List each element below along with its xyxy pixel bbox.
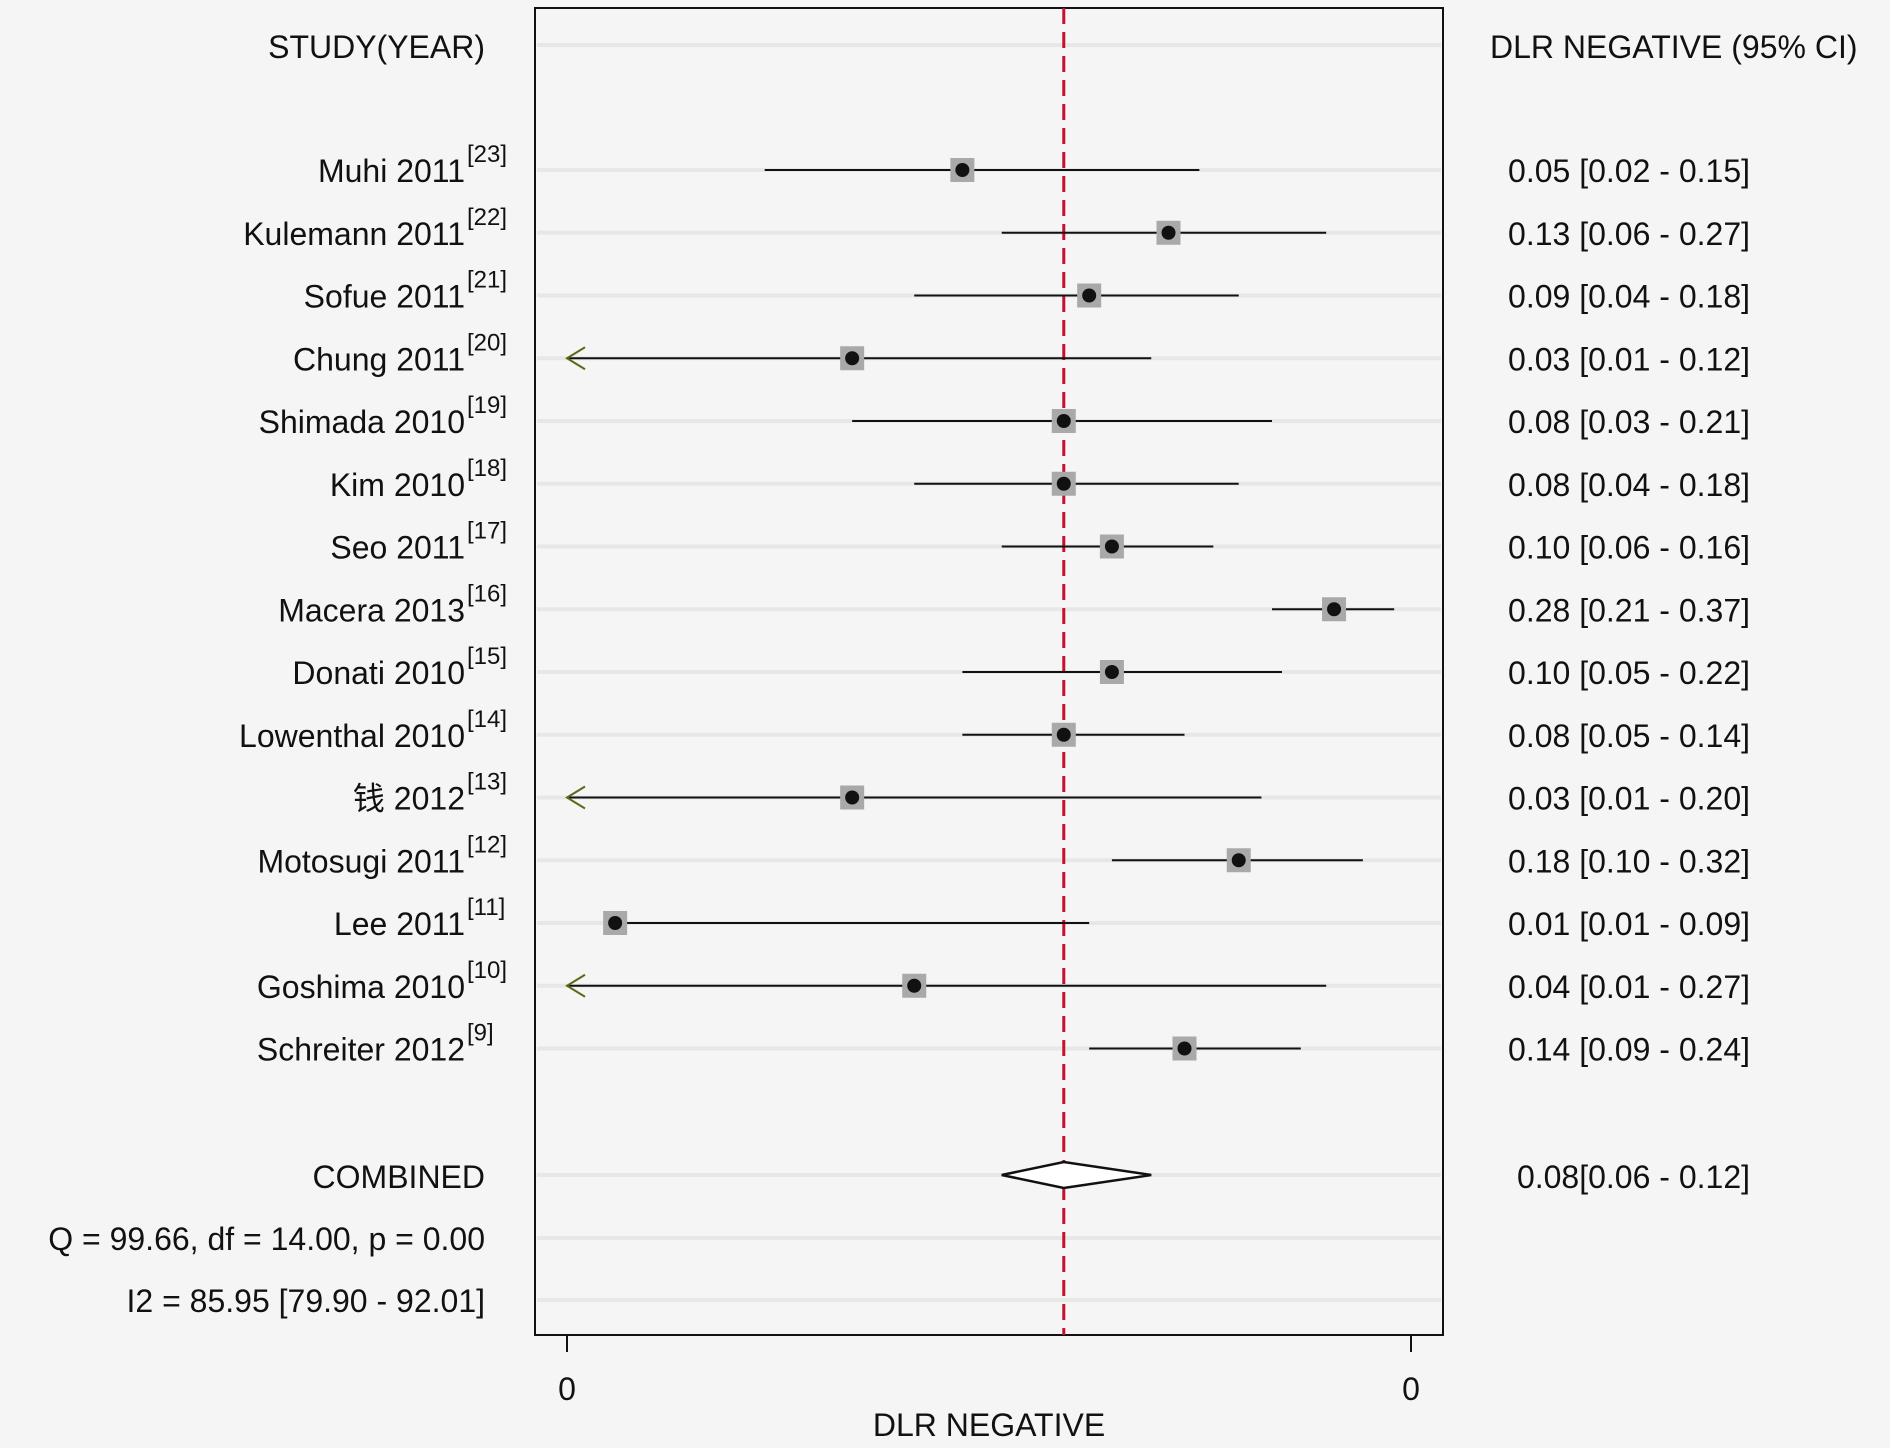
study-ref: [10] bbox=[467, 957, 507, 984]
right-header: DLR NEGATIVE (95% CI) bbox=[1490, 29, 1857, 65]
study-ci-label: 0.08 [0.03 - 0.21] bbox=[1508, 404, 1750, 440]
study-ref: [11] bbox=[467, 894, 505, 921]
study-ci-label: 0.08 [0.05 - 0.14] bbox=[1508, 718, 1750, 754]
study-ref: [22] bbox=[467, 204, 507, 231]
point-estimate bbox=[907, 978, 922, 993]
point-estimate bbox=[845, 790, 860, 805]
study-ci-label: 0.28 [0.21 - 0.37] bbox=[1508, 592, 1750, 628]
study-ref: [18] bbox=[467, 455, 507, 482]
study-ref: [14] bbox=[467, 706, 507, 733]
study-ref: [13] bbox=[467, 769, 507, 796]
study-ci-label: 0.03 [0.01 - 0.20] bbox=[1508, 781, 1750, 817]
study-ref: [12] bbox=[467, 831, 507, 858]
study-ci-label: 0.05 [0.02 - 0.15] bbox=[1508, 153, 1750, 189]
point-estimate bbox=[1327, 602, 1342, 617]
study-label: Seo 2011 bbox=[330, 530, 465, 566]
study-ci-label: 0.10 [0.05 - 0.22] bbox=[1508, 655, 1750, 691]
study-ci-label: 0.04 [0.01 - 0.27] bbox=[1508, 969, 1750, 1005]
study-label: Goshima 2010 bbox=[257, 969, 465, 1005]
study-ci-label: 0.01 [0.01 - 0.09] bbox=[1508, 906, 1750, 942]
study-ref: [17] bbox=[467, 518, 507, 545]
study-ci-label: 0.18 [0.10 - 0.32] bbox=[1508, 843, 1750, 879]
study-label: Chung 2011 bbox=[293, 341, 465, 377]
point-estimate bbox=[1056, 414, 1071, 428]
study-ci-label: 0.14 [0.09 - 0.24] bbox=[1508, 1032, 1750, 1068]
study-ref: [19] bbox=[467, 392, 507, 419]
point-estimate bbox=[1104, 539, 1119, 554]
study-ref: [21] bbox=[467, 267, 507, 294]
combined-diamond bbox=[1001, 1160, 1152, 1190]
study-label: Kim 2010 bbox=[330, 467, 465, 503]
study-ci-label: 0.10 [0.06 - 0.16] bbox=[1508, 530, 1750, 566]
point-estimate bbox=[1082, 288, 1097, 303]
point-estimate bbox=[955, 163, 970, 177]
study-label: 钱 2012 bbox=[353, 781, 465, 817]
study-label: Muhi 2011 bbox=[318, 153, 465, 189]
study-ci-labels: 0.05 [0.02 - 0.15] 0.13 [0.06 - 0.27] 0.09… bbox=[1508, 153, 1750, 1068]
heterogeneity-i2: I2 = 85.95 [79.90 - 92.01] bbox=[127, 1283, 486, 1319]
truncation-arrow bbox=[565, 346, 586, 371]
study-label: Schreiter 2012 bbox=[257, 1032, 465, 1068]
study-ci-label: 0.13 [0.06 - 0.27] bbox=[1508, 216, 1750, 252]
study-labels: Muhi 2011 [23] Kulemann 2011 [22] Sofue 2011… bbox=[239, 141, 507, 1068]
study-ref: [23] bbox=[467, 141, 507, 168]
study-ci-label: 0.03 [0.01 - 0.12] bbox=[1508, 341, 1750, 377]
study-label: Motosugi 2011 bbox=[257, 843, 465, 879]
point-estimate bbox=[1231, 853, 1246, 868]
x-tick-label-left: 0 bbox=[558, 1371, 576, 1407]
study-ref: [15] bbox=[467, 643, 507, 670]
combined-ci-label: 0.08[0.06 - 0.12] bbox=[1517, 1159, 1750, 1195]
study-ci-label: 0.09 [0.04 - 0.18] bbox=[1508, 279, 1750, 315]
point-estimate bbox=[1177, 1041, 1192, 1056]
study-label: Macera 2013 bbox=[278, 592, 465, 628]
x-axis-label: DLR NEGATIVE bbox=[873, 1407, 1105, 1443]
x-tick-label-right: 0 bbox=[1402, 1371, 1420, 1407]
point-estimate bbox=[845, 351, 860, 366]
study-marks bbox=[565, 158, 1395, 1061]
study-ref: [16] bbox=[467, 580, 507, 607]
study-ref: [9] bbox=[467, 1020, 494, 1047]
plot-frame bbox=[534, 7, 1444, 1336]
point-estimate bbox=[1056, 476, 1071, 491]
study-label: Shimada 2010 bbox=[259, 404, 465, 440]
truncation-arrow bbox=[565, 973, 586, 998]
study-label: Donati 2010 bbox=[292, 655, 465, 691]
point-estimate bbox=[1056, 727, 1071, 742]
point-estimate bbox=[1104, 665, 1119, 679]
study-label: Lowenthal 2010 bbox=[239, 718, 465, 754]
study-ref: [20] bbox=[467, 329, 507, 356]
study-label: Lee 2011 bbox=[334, 906, 465, 942]
left-header: STUDY(YEAR) bbox=[268, 29, 485, 65]
study-label: Kulemann 2011 bbox=[243, 216, 465, 252]
point-estimate bbox=[608, 916, 623, 930]
combined-label: COMBINED bbox=[313, 1159, 485, 1195]
study-label: Sofue 2011 bbox=[304, 279, 465, 315]
study-ci-label: 0.08 [0.04 - 0.18] bbox=[1508, 467, 1750, 503]
point-estimate bbox=[1161, 225, 1176, 240]
heterogeneity-q: Q = 99.66, df = 14.00, p = 0.00 bbox=[48, 1221, 485, 1257]
truncation-arrow bbox=[565, 785, 586, 810]
